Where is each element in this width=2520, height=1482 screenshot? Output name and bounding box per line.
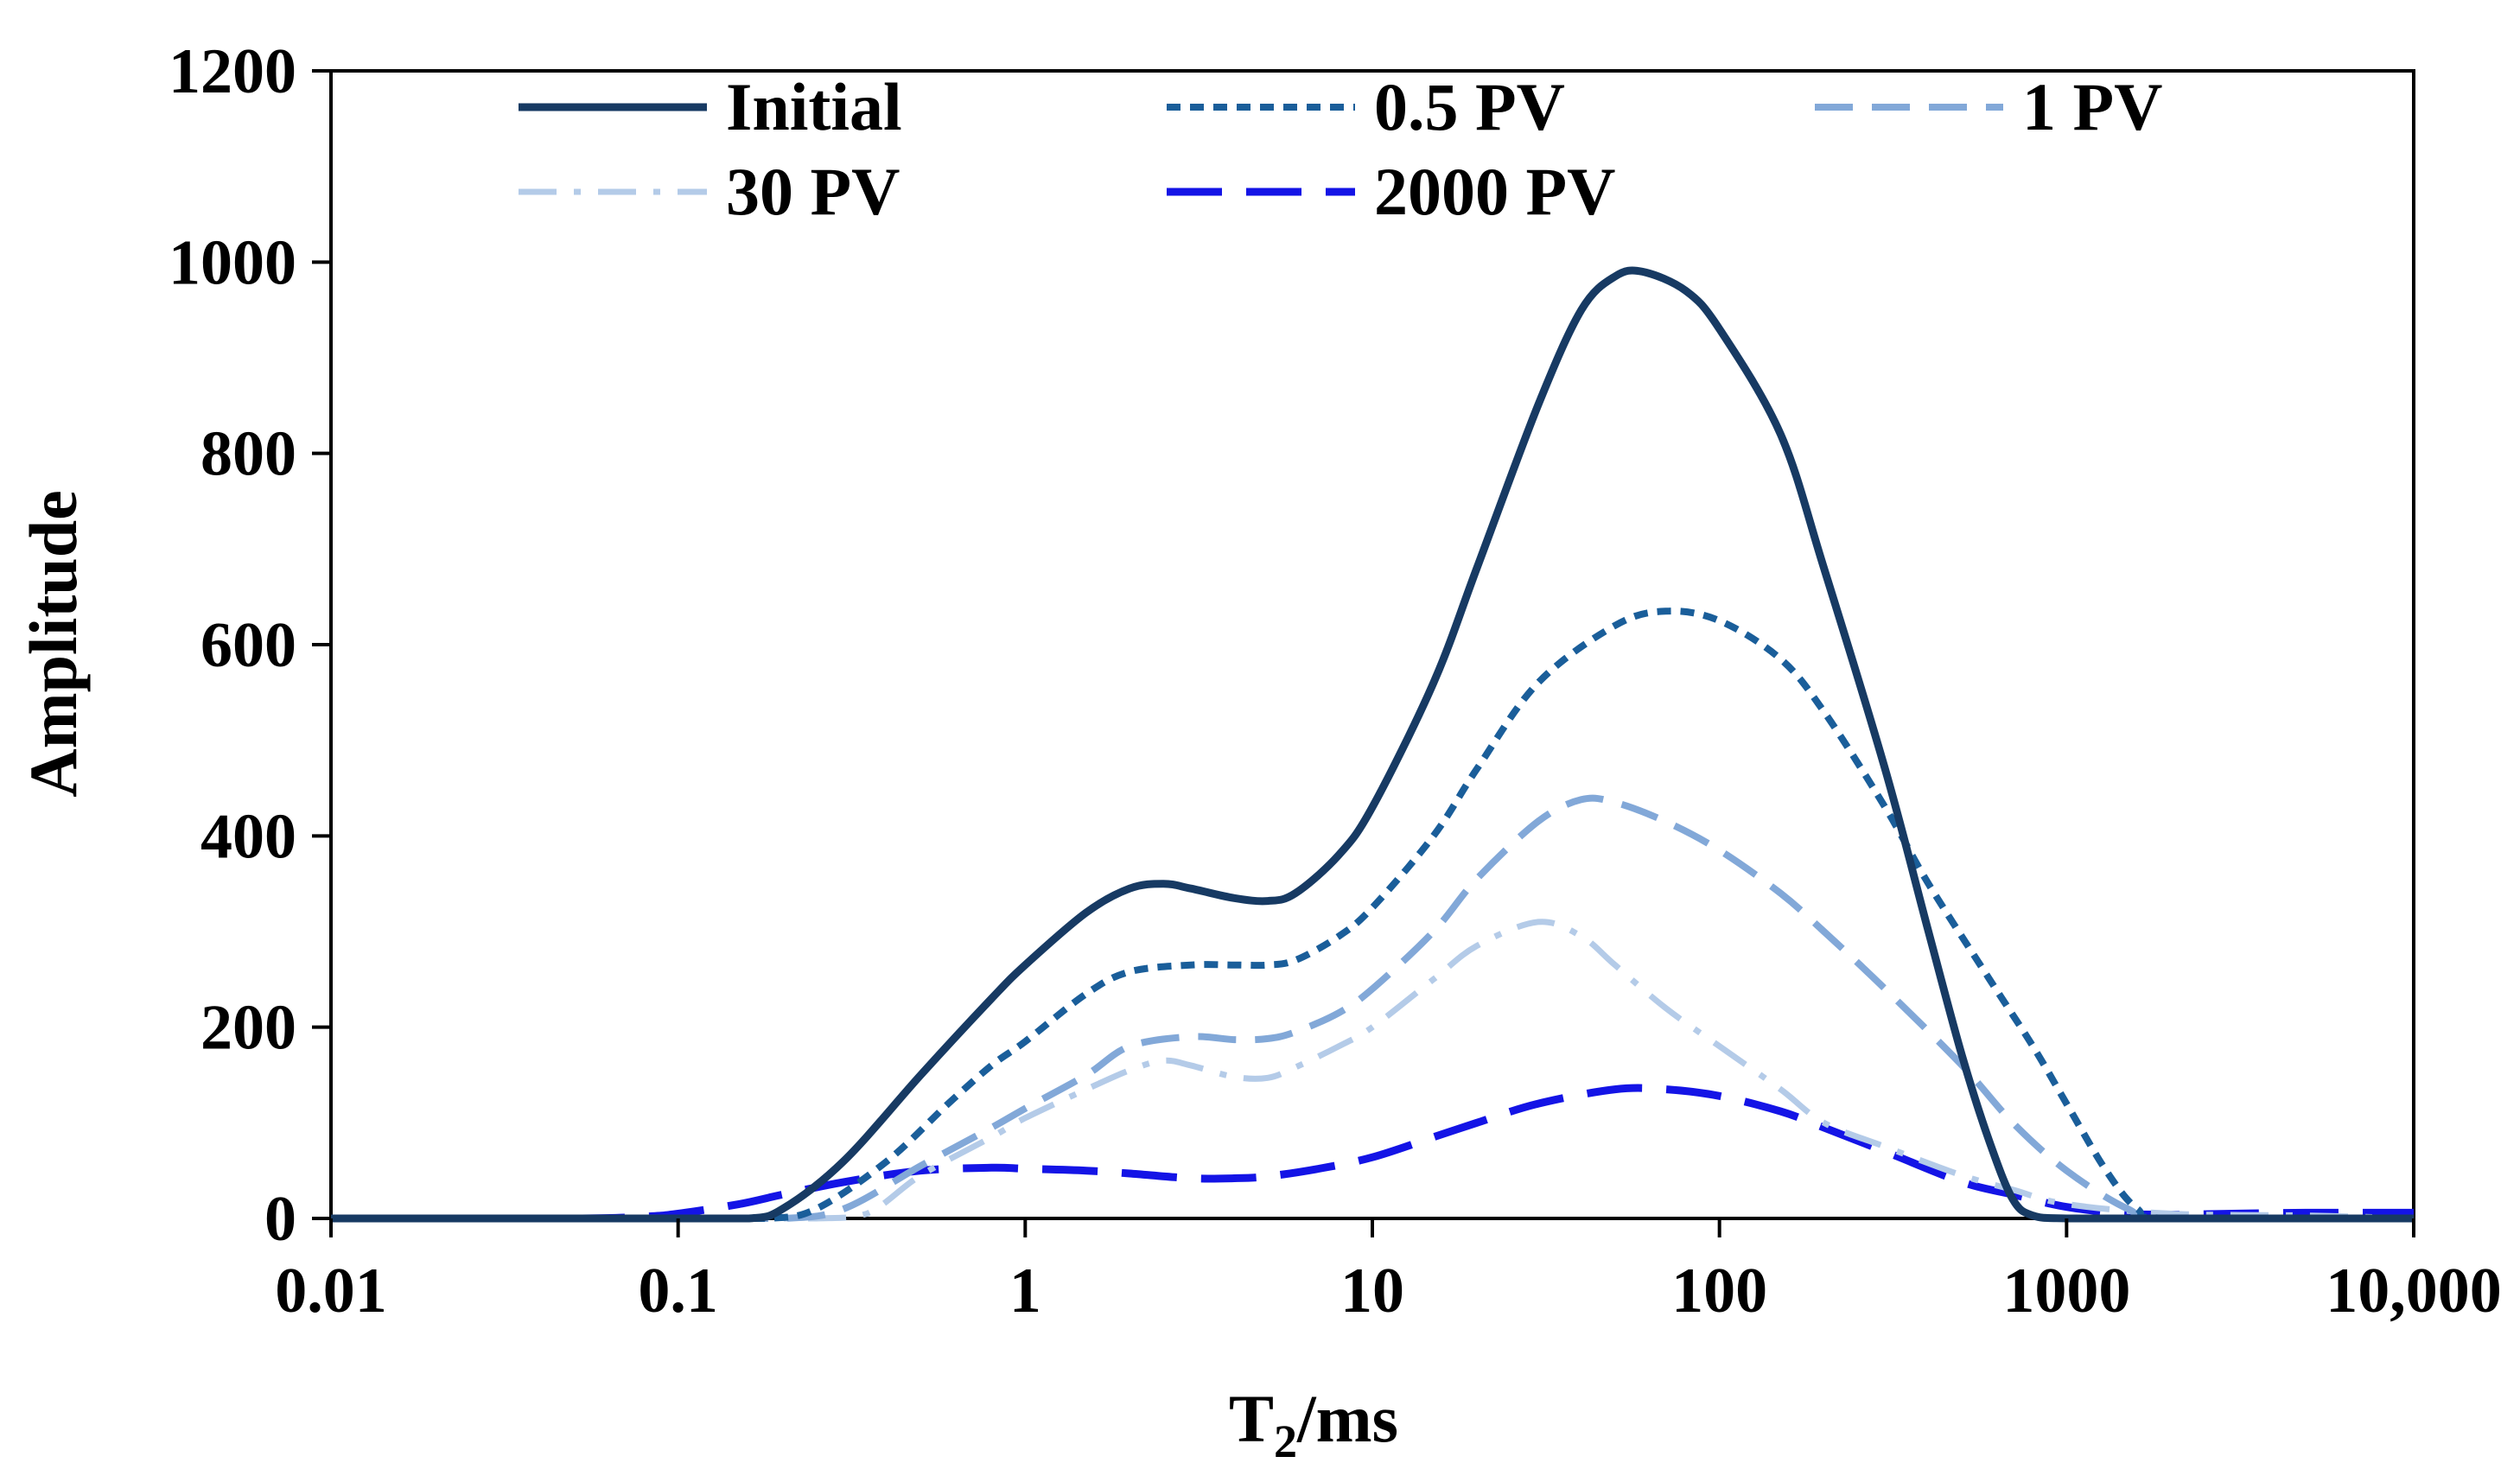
x-axis-title: T2/ms bbox=[1229, 1381, 1398, 1467]
legend-label: 1 PV bbox=[2022, 69, 2162, 144]
x-tick-label: 0.1 bbox=[638, 1256, 718, 1326]
series-line-2000-pv bbox=[331, 1084, 2415, 1223]
x-tick-label: 1 bbox=[1009, 1256, 1041, 1326]
y-tick-label: 600 bbox=[200, 610, 296, 681]
series-line-0-5-pv bbox=[331, 607, 2414, 1223]
legend: Initial 0.5 PV 1 PV 30 PV 2000 PV bbox=[519, 69, 2162, 229]
series-line-initial bbox=[331, 266, 2414, 1223]
y-tick-label: 1000 bbox=[169, 227, 296, 298]
y-axis-title: Amplitude bbox=[16, 490, 91, 797]
legend-label: 0.5 PV bbox=[1374, 69, 1565, 144]
series-line-1-pv bbox=[331, 794, 2414, 1223]
x-tick-label: 1000 bbox=[2002, 1256, 2130, 1326]
x-tick-label: 10,000 bbox=[2326, 1256, 2502, 1326]
y-tick-label: 0 bbox=[264, 1184, 296, 1255]
plot-frame bbox=[329, 69, 2415, 1220]
x-tick-label: 10 bbox=[1340, 1256, 1404, 1326]
plot-area bbox=[329, 69, 2415, 1223]
y-axis: 0 200 400 600 800 1000 1200 bbox=[169, 36, 331, 1255]
legend-label: Initial bbox=[726, 69, 902, 144]
x-axis: 0.01 0.1 1 10 100 1000 10,000 bbox=[275, 1218, 2502, 1326]
y-tick-label: 1200 bbox=[169, 36, 296, 107]
x-axis-title-subscript: 2 bbox=[1274, 1415, 1297, 1467]
x-axis-title-main: T bbox=[1229, 1381, 1274, 1456]
x-tick-label: 100 bbox=[1671, 1256, 1767, 1326]
legend-label: 2000 PV bbox=[1374, 154, 1615, 229]
y-tick-label: 800 bbox=[200, 419, 296, 490]
y-tick-label: 400 bbox=[200, 801, 296, 872]
x-tick-label: 0.01 bbox=[275, 1256, 387, 1326]
x-axis-title-unit: /ms bbox=[1296, 1381, 1398, 1456]
y-tick-label: 200 bbox=[200, 993, 296, 1064]
series-line-30-pv bbox=[331, 919, 2415, 1222]
legend-label: 30 PV bbox=[726, 154, 900, 229]
